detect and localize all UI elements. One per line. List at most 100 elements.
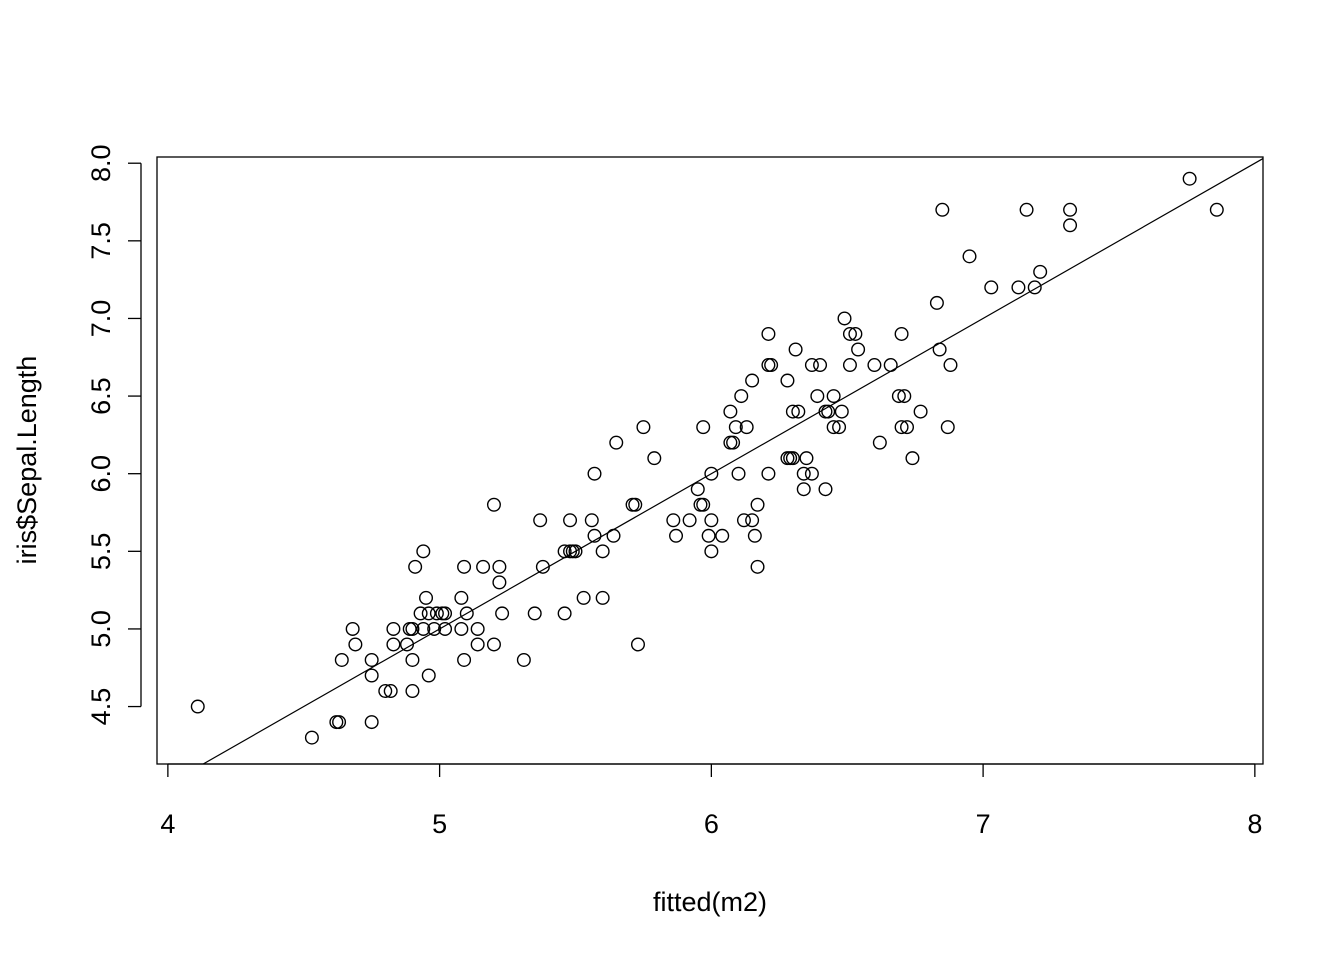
data-point (628, 497, 643, 512)
y-tick-label: 6.5 (86, 377, 116, 415)
data-point (630, 637, 645, 652)
data-point (669, 528, 684, 543)
data-point (842, 326, 857, 341)
y-tick-label: 4.5 (86, 688, 116, 726)
data-point (723, 435, 738, 450)
data-point (745, 513, 760, 528)
data-point (682, 513, 697, 528)
x-tick-label: 6 (704, 809, 719, 839)
data-point (1033, 264, 1048, 279)
data-point (745, 373, 760, 388)
data-point (413, 606, 428, 621)
y-tick-label: 5.5 (86, 533, 116, 571)
data-point (563, 513, 578, 528)
data-point (334, 652, 349, 667)
data-point (761, 326, 776, 341)
data-point (557, 606, 572, 621)
data-point (364, 668, 379, 683)
data-point (791, 404, 806, 419)
y-axis-title: iris$Sepal.Length (12, 356, 42, 565)
data-point (696, 420, 711, 435)
data-point (747, 528, 762, 543)
data-point (891, 389, 906, 404)
data-point (457, 652, 472, 667)
data-point (486, 637, 501, 652)
data-point (495, 606, 510, 621)
data-point (984, 280, 999, 295)
data-point (516, 652, 531, 667)
y-tick-label: 6.0 (86, 455, 116, 493)
data-point (587, 466, 602, 481)
data-point (799, 451, 814, 466)
x-axis: 4 5 6 7 8 (160, 763, 1262, 839)
data-point (832, 420, 847, 435)
data-point (386, 621, 401, 636)
data-point (408, 559, 423, 574)
y-tick-label: 8.0 (86, 144, 116, 182)
data-point (810, 389, 825, 404)
data-point (750, 497, 765, 512)
data-point (726, 435, 741, 450)
data-point (402, 621, 417, 636)
data-point (943, 358, 958, 373)
data-point (378, 684, 393, 699)
data-point (304, 730, 319, 745)
data-point (348, 637, 363, 652)
data-point (584, 513, 599, 528)
data-point (1011, 280, 1026, 295)
data-point (785, 451, 800, 466)
data-point (470, 637, 485, 652)
y-tick-label: 5.0 (86, 610, 116, 648)
data-point (383, 684, 398, 699)
data-point (940, 420, 955, 435)
data-point (826, 420, 841, 435)
data-point (704, 513, 719, 528)
data-point (636, 420, 651, 435)
data-point (587, 528, 602, 543)
x-axis-title: fitted(m2) (653, 887, 767, 917)
data-point (416, 621, 431, 636)
data-point (470, 621, 485, 636)
data-point (454, 621, 469, 636)
data-point (872, 435, 887, 450)
data-point (568, 544, 583, 559)
data-point (734, 389, 749, 404)
data-point (905, 451, 920, 466)
y-tick-label: 7.5 (86, 222, 116, 260)
data-point (736, 513, 751, 528)
data-point (894, 420, 909, 435)
data-point (913, 404, 928, 419)
data-point (693, 497, 708, 512)
data-point (421, 668, 436, 683)
data-point (690, 482, 705, 497)
data-point (625, 497, 640, 512)
data-point (818, 482, 833, 497)
data-point (813, 358, 828, 373)
data-point (932, 342, 947, 357)
data-point (429, 606, 444, 621)
x-tick-label: 8 (1247, 809, 1262, 839)
data-point (796, 466, 811, 481)
data-point (476, 559, 491, 574)
data-point (935, 202, 950, 217)
data-point (1019, 202, 1034, 217)
data-point (785, 404, 800, 419)
y-axis: 4.5 5.0 5.5 6.0 6.5 7.0 7.5 8.0 (86, 144, 142, 726)
data-point (1063, 202, 1078, 217)
data-point (761, 466, 776, 481)
data-point (606, 528, 621, 543)
data-point (459, 606, 474, 621)
data-point (364, 652, 379, 667)
data-point (867, 358, 882, 373)
data-point (821, 404, 836, 419)
data-point (438, 606, 453, 621)
data-point (883, 358, 898, 373)
data-point (386, 637, 401, 652)
data-point (750, 559, 765, 574)
data-point (533, 513, 548, 528)
data-point (345, 621, 360, 636)
data-point (894, 326, 909, 341)
data-point (454, 590, 469, 605)
data-point (704, 544, 719, 559)
